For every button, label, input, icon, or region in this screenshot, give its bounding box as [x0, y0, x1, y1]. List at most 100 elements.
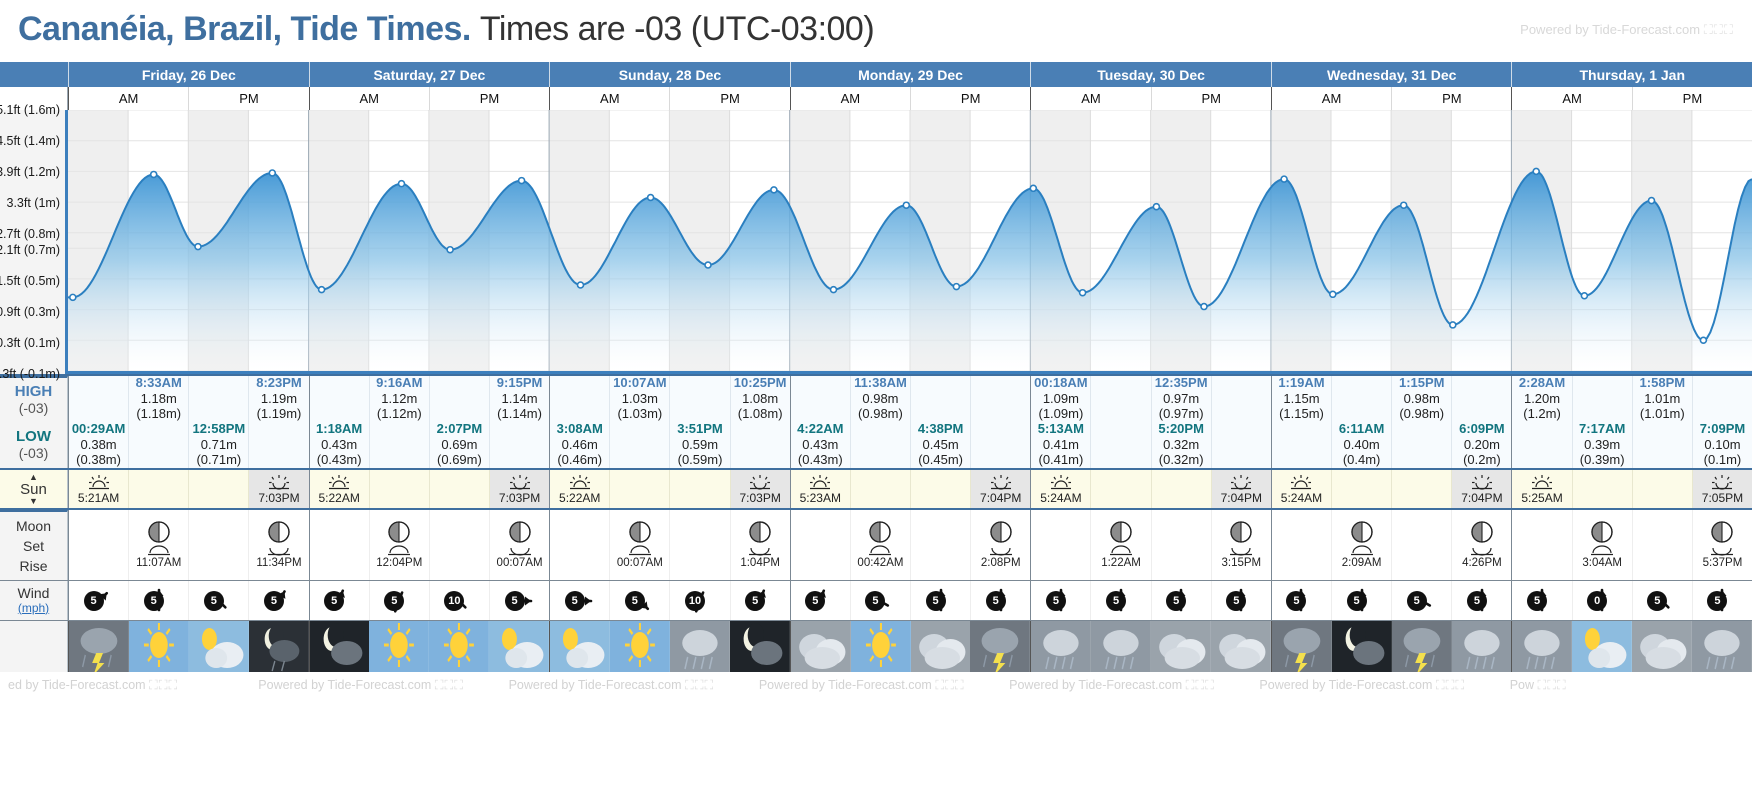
low-time: 12:58PM — [192, 421, 246, 437]
sunrise-icon — [1532, 474, 1553, 489]
low-cell-empty — [970, 421, 1031, 468]
weather-icon-rain — [669, 621, 730, 672]
high-cell-empty — [188, 376, 249, 421]
high-height: 1.01m — [1644, 390, 1681, 406]
wind-speed: 5 — [1286, 590, 1307, 611]
weather-day-5 — [1270, 621, 1512, 672]
day-header-5[interactable]: Wednesday, 31 Dec — [1270, 62, 1512, 87]
high-tide-cells: 8:33AM 1.18m (1.18m) 8:23PM 1.19m (1.19m) 9:16… — [68, 375, 1752, 422]
wind-speed: 5 — [745, 590, 766, 611]
high-height-alt: (1.01m) — [1639, 406, 1685, 422]
low-cell: 5:20PM 0.32m (0.32m) — [1150, 421, 1211, 468]
wind-cell: 5 — [550, 581, 610, 620]
moon-day-0: 11:07AM 11:34PM — [68, 510, 309, 580]
tide-chart-plot[interactable] — [68, 110, 1752, 374]
low-cell: 3:08AM 0.46m (0.46m) — [550, 421, 610, 468]
low-tide-label: LOW (-03) — [0, 421, 68, 468]
sunset-icon — [1471, 474, 1492, 490]
sun-cell-empty — [1331, 470, 1392, 508]
ampm-day-1: AM PM — [308, 87, 550, 110]
tide-line — [68, 170, 1752, 342]
low-height: 0.39m — [1584, 436, 1621, 452]
sun-time: 7:03PM — [739, 490, 781, 505]
tide-curve-svg — [68, 110, 1752, 371]
wind-day-4: 5 5 5 5 — [1030, 581, 1271, 620]
high-cell-empty — [1451, 376, 1512, 421]
moon-event-time: 3:15PM — [1221, 557, 1262, 569]
tide-chart-row: 5.1ft (1.6m) 4.5ft (1.4m) 3.9ft (1.2m) 3.3f… — [0, 103, 1752, 381]
sunset-icon — [1712, 474, 1733, 490]
wind-badge: 5 — [1284, 588, 1318, 614]
weather-icon-night-cloud — [1331, 621, 1392, 672]
high-height: 0.98m — [862, 390, 899, 406]
low-height-alt: (0.45m) — [918, 452, 963, 468]
moon-rise-icon — [508, 547, 531, 556]
sunrise-icon — [1291, 474, 1312, 489]
day-header-2[interactable]: Sunday, 28 Dec — [549, 62, 790, 87]
sun-label-text: Sun — [20, 480, 47, 498]
low-tide-label-text: LOW — [16, 427, 51, 445]
moon-phase-icon — [1110, 521, 1132, 543]
wind-cell: 5 — [1090, 581, 1151, 620]
sun-cell-empty — [1391, 470, 1452, 508]
low-time: 7:09PM — [1699, 421, 1746, 437]
weather-cell — [910, 621, 971, 672]
day-header-1[interactable]: Saturday, 27 Dec — [308, 62, 550, 87]
wind-day-6: 5 0 5 5 — [1511, 581, 1752, 620]
high-day-4: 00:18AM 1.09m (1.09m) 12:35PM 0.97m (0.97m) — [1030, 375, 1271, 422]
low-height: 0.71m — [200, 436, 237, 452]
day-header-3[interactable]: Monday, 29 Dec — [789, 62, 1031, 87]
wind-badge: 5 — [1705, 588, 1739, 614]
moon-cell-empty — [1150, 510, 1211, 580]
low-height-alt: (0.71m) — [196, 452, 242, 468]
wind-row: Wind (mph) 5 5 5 — [0, 580, 1752, 620]
high-height-alt: (1.18m) — [136, 406, 182, 422]
sun-down-arrow-icon: ▼ — [29, 495, 38, 506]
sun-cell: 5:23AM — [790, 470, 850, 508]
low-day-4: 5:13AM 0.41m (0.41m) 5:20PM 0.32m (0.32m) — [1030, 421, 1271, 468]
sun-cell: 7:04PM — [1451, 470, 1512, 508]
wind-badge: 10 — [442, 588, 476, 614]
day-header-4[interactable]: Tuesday, 30 Dec — [1030, 62, 1271, 87]
wind-unit-link[interactable]: (mph) — [17, 600, 50, 615]
low-time: 6:09PM — [1459, 421, 1505, 437]
wind-cell: 5 — [970, 581, 1031, 620]
high-cell: 9:16AM 1.12m (1.12m) — [368, 375, 429, 421]
high-time: 10:07AM — [613, 375, 667, 391]
moon-cell-empty — [1391, 510, 1452, 580]
ampm-pm-3: PM — [910, 87, 1031, 110]
weather-icon-partly-cloudy — [550, 621, 611, 672]
weather-icon-cloudy — [790, 621, 851, 672]
wind-badge: 5 — [984, 588, 1018, 614]
wind-badge: 5 — [1104, 588, 1138, 614]
ampm-day-0: AM PM — [68, 87, 309, 110]
low-height: 0.20m — [1463, 436, 1500, 452]
weather-cell — [610, 621, 670, 672]
wind-cell: 5 — [1451, 581, 1512, 620]
high-height-alt: (0.97m) — [1158, 406, 1204, 422]
high-day-1: 9:16AM 1.12m (1.12m) 9:15PM 1.14m (1.14m) — [308, 375, 550, 421]
moon-cell: 4:26PM — [1451, 510, 1512, 580]
wind-badge: 10 — [683, 588, 717, 614]
footer-watermark-text: ed by Tide-Forecast.com — [8, 678, 146, 692]
sun-time: 7:04PM — [980, 490, 1022, 505]
y-axis-tick-5: 2.1ft (0.7m) — [0, 242, 60, 257]
moon-day-6: 3:04AM 5:37PM — [1511, 510, 1752, 580]
high-time: 2:28AM — [1518, 375, 1566, 391]
high-cell-empty — [428, 376, 489, 421]
sun-time: 7:04PM — [1461, 490, 1503, 505]
high-day-2: 10:07AM 1.03m (1.03m) 10:25PM 1.08m (1.08m) — [549, 375, 790, 421]
moon-event-time: 12:04PM — [376, 557, 423, 569]
sun-time: 7:05PM — [1701, 490, 1744, 505]
low-cell-empty — [1090, 421, 1151, 468]
weather-cells — [68, 621, 1752, 672]
footer-watermark-text: Powered by Tide-Forecast.com — [1259, 678, 1433, 692]
day-header-6[interactable]: Thursday, 1 Jan — [1511, 62, 1752, 87]
weather-cell — [850, 621, 911, 672]
sun-label: ▲ Sun ▼ — [0, 470, 68, 508]
moon-day-1: 12:04PM 00:07AM — [308, 510, 550, 580]
low-cell-empty — [368, 421, 429, 468]
wind-speed: 5 — [1106, 590, 1127, 611]
moon-phase-icon — [1711, 521, 1734, 543]
day-header-0[interactable]: Friday, 26 Dec — [68, 62, 309, 87]
